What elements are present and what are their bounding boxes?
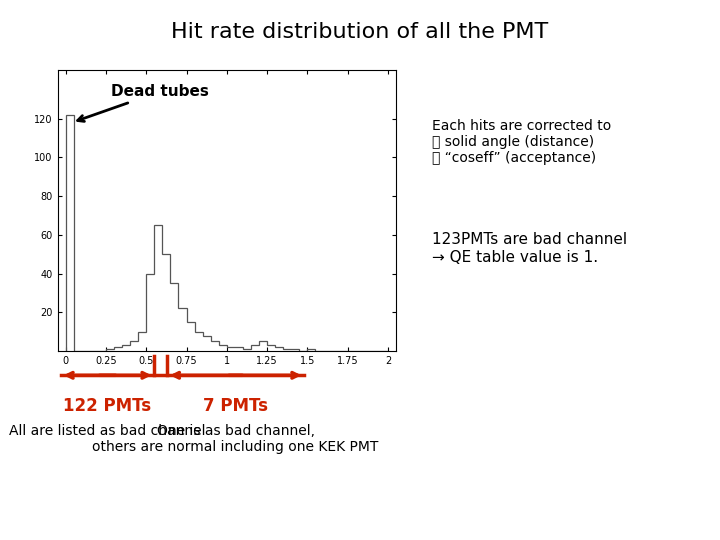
Text: Hit rate distribution of all the PMT: Hit rate distribution of all the PMT bbox=[171, 22, 549, 42]
Text: Each hits are corrected to
・ solid angle (distance)
・ “coseff” (acceptance): Each hits are corrected to ・ solid angle… bbox=[432, 119, 611, 165]
Text: One is as bad channel,
others are normal including one KEK PMT: One is as bad channel, others are normal… bbox=[92, 424, 379, 454]
Text: Dead tubes: Dead tubes bbox=[78, 84, 209, 122]
Text: All are listed as bad channel: All are listed as bad channel bbox=[9, 424, 206, 438]
Text: 7 PMTs: 7 PMTs bbox=[203, 397, 268, 415]
Text: 122 PMTs: 122 PMTs bbox=[63, 397, 152, 415]
Text: 123PMTs are bad channel
→ QE table value is 1.: 123PMTs are bad channel → QE table value… bbox=[432, 232, 627, 265]
